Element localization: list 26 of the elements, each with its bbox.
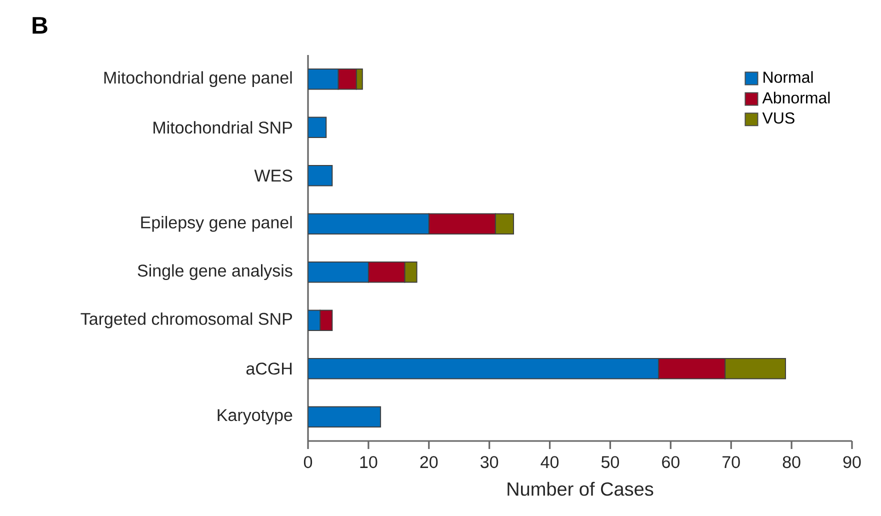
y-tick-label: WES [254,170,292,182]
x-tick-label: 20 [420,456,438,468]
text: B [32,17,48,34]
legend-label: Normal [764,71,813,83]
y-tick-label: Karyotype [218,409,292,424]
x-tick-label: 70 [722,456,740,468]
x-tick-label: 80 [782,456,800,468]
y-tick-label: aCGH [246,362,292,375]
legend-label: Abnormal [762,92,830,104]
y-tick-label: Mitochondrial gene panel [104,71,292,88]
y-tick-label: Epilepsy gene panel [141,216,292,232]
x-tick-label: 60 [662,456,680,468]
bar [308,116,327,138]
x-tick-label: 90 [843,456,861,468]
y-tick-label: Single gene analysis [138,264,292,280]
y-tick-label: Targeted chromosomal SNP [80,312,292,328]
bar [308,165,333,186]
x-tick-label: 0 [304,456,312,468]
bar [308,406,382,428]
y-tick-label: Mitochondrial SNP [154,121,292,134]
x-tick-label: 10 [360,456,378,468]
x-tick-label: 40 [540,456,559,468]
x-axis-title: Number of Cases [508,482,654,496]
x-tick-label: 50 [601,456,619,468]
x-tick-label: 30 [480,456,498,468]
legend-label: VUS [762,112,794,124]
